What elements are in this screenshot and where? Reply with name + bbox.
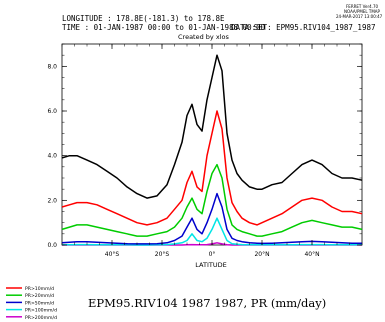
legend-label: PR>200mm/d — [25, 315, 57, 321]
legend-label: PR>50mm/d — [25, 300, 54, 306]
chart-title: EPM95.RIV104 1987 1987, PR (mm/day) — [88, 296, 327, 310]
x-tick-label: 40°N — [304, 251, 319, 258]
x-tick-label: 20°N — [254, 251, 269, 258]
y-tick-label: 0.0 — [47, 242, 57, 249]
data-set-label: DATA SET: EPM95.RIV104_1987_1987 — [231, 23, 376, 32]
y-tick-label: 4.0 — [47, 153, 57, 160]
legend: PR>10mm/dPR>20mm/dPR>50mm/d PR>100mm/dPR>… — [6, 286, 57, 321]
series-line-PR>50mm/d — [61, 192, 362, 245]
series-line-PR>10mm/d — [61, 110, 363, 226]
y-tick-label: 6.0 — [47, 108, 57, 115]
corner-stamp-3: 24-MAR-2017 13:00:47 — [336, 14, 383, 19]
x-tick-label: 20°S — [155, 251, 170, 258]
x-tick-label: 40°S — [105, 251, 120, 258]
series-line-PR>20mm/d — [61, 163, 363, 237]
axes-layer: 0.0 2.0 4.0 6.0 8.0 40°S 20°S 0° 20°N 40°N — [47, 43, 363, 258]
y-tick-label: 2.0 — [47, 197, 57, 204]
series-line-PR>100mm/d — [62, 217, 362, 246]
legend-label: PR>20mm/d — [25, 293, 54, 299]
legend-label: PR>10mm/d — [25, 286, 54, 292]
x-axis-label: LATITUDE — [195, 261, 226, 269]
series-line-PR>0mm/d — [61, 54, 363, 199]
time-range: TIME : 01-JAN-1987 00:00 to 01-JAN-1988 … — [62, 23, 266, 32]
corner-stamp-2: NOAA/PMEL TMAP — [344, 9, 380, 14]
legend-label: PR>100mm/d — [25, 308, 57, 314]
created-by-label: Created by xlos — [178, 33, 229, 41]
y-tick-label: 8.0 — [47, 63, 57, 70]
longitude-range: LONGITUDE : 178.8E(-181.3) to 178.8E — [62, 14, 225, 23]
series-layer — [61, 54, 363, 246]
corner-stamp-1: FERRET Ver4.70 — [346, 4, 379, 9]
x-tick-label: 0° — [209, 251, 216, 258]
